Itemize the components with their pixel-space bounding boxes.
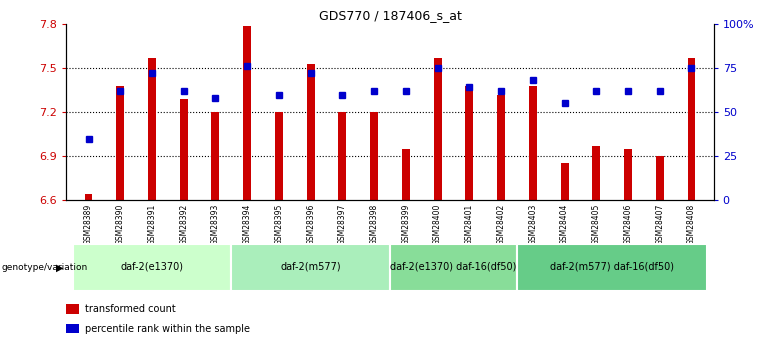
Bar xyxy=(497,95,505,200)
Bar xyxy=(232,244,390,290)
Bar xyxy=(517,244,707,290)
Text: GSM28405: GSM28405 xyxy=(592,204,601,245)
Text: daf-2(e1370): daf-2(e1370) xyxy=(120,262,183,271)
Bar xyxy=(561,164,569,200)
Text: GSM28393: GSM28393 xyxy=(211,204,220,245)
Bar xyxy=(243,26,251,200)
Text: GSM28400: GSM28400 xyxy=(433,204,442,245)
Bar xyxy=(390,244,517,290)
Bar xyxy=(624,149,632,200)
Text: GSM28402: GSM28402 xyxy=(497,204,505,245)
Bar xyxy=(529,86,537,200)
Bar xyxy=(370,112,378,200)
Text: GDS770 / 187406_s_at: GDS770 / 187406_s_at xyxy=(318,9,462,22)
Bar xyxy=(687,58,696,200)
Text: GSM28401: GSM28401 xyxy=(465,204,473,245)
Bar xyxy=(466,86,473,200)
Bar xyxy=(116,86,124,200)
Text: genotype/variation: genotype/variation xyxy=(2,263,88,272)
Text: daf-2(e1370) daf-16(df50): daf-2(e1370) daf-16(df50) xyxy=(390,262,516,271)
Text: GSM28408: GSM28408 xyxy=(687,204,696,245)
Bar xyxy=(73,244,232,290)
Bar xyxy=(339,112,346,200)
Bar xyxy=(275,112,283,200)
Bar xyxy=(84,194,93,200)
Bar xyxy=(592,146,601,200)
Text: GSM28403: GSM28403 xyxy=(528,204,537,245)
Bar xyxy=(656,156,664,200)
Text: GSM28389: GSM28389 xyxy=(84,204,93,245)
Text: GSM28396: GSM28396 xyxy=(307,204,315,245)
Text: transformed count: transformed count xyxy=(85,304,176,314)
Bar xyxy=(434,58,441,200)
Text: GSM28398: GSM28398 xyxy=(370,204,378,245)
Bar xyxy=(66,304,79,314)
Text: daf-2(m577): daf-2(m577) xyxy=(280,262,341,271)
Text: GSM28392: GSM28392 xyxy=(179,204,188,245)
Text: GSM28391: GSM28391 xyxy=(147,204,157,245)
Text: GSM28399: GSM28399 xyxy=(402,204,410,245)
Text: percentile rank within the sample: percentile rank within the sample xyxy=(85,324,250,334)
Text: GSM28394: GSM28394 xyxy=(243,204,252,245)
Text: GSM28395: GSM28395 xyxy=(275,204,283,245)
Text: GSM28390: GSM28390 xyxy=(115,204,125,245)
Text: GSM28397: GSM28397 xyxy=(338,204,347,245)
Bar xyxy=(307,64,314,200)
Bar xyxy=(179,99,188,200)
Text: GSM28407: GSM28407 xyxy=(655,204,665,245)
Text: GSM28406: GSM28406 xyxy=(623,204,633,245)
Bar xyxy=(148,58,156,200)
Text: GSM28404: GSM28404 xyxy=(560,204,569,245)
Text: daf-2(m577) daf-16(df50): daf-2(m577) daf-16(df50) xyxy=(550,262,674,271)
Text: ▶: ▶ xyxy=(56,263,64,272)
Bar xyxy=(211,112,219,200)
Bar xyxy=(402,149,410,200)
Bar xyxy=(66,324,79,334)
